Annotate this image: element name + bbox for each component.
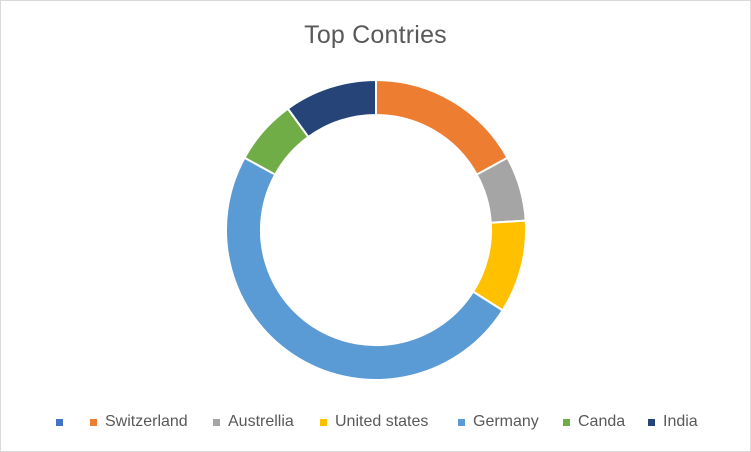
legend-swatch-austrellia (213, 418, 220, 426)
chart-title: Top Contries (304, 21, 447, 49)
legend-swatch-switzerland (90, 418, 97, 426)
legend-swatch-germany (458, 418, 465, 426)
legend-swatch-canda (563, 418, 570, 426)
chart-legend: Switzerland Austrellia United states Ger… (1, 411, 750, 433)
legend-swatch-0 (56, 418, 63, 426)
legend-item-india: India (648, 411, 698, 433)
legend-item-0 (56, 411, 71, 433)
legend-item-germany: Germany (458, 411, 539, 433)
slice-germany (225, 156, 505, 382)
legend-item-austrellia: Austrellia (213, 411, 294, 433)
legend-label-canda: Canda (578, 413, 626, 430)
legend-label-united-states: United states (335, 413, 429, 430)
legend-label-austrellia: Austrellia (228, 413, 294, 430)
legend-item-switzerland: Switzerland (90, 411, 188, 433)
legend-item-united-states: United states (320, 411, 428, 433)
legend-swatch-india (648, 418, 655, 426)
slice-india (286, 78, 377, 139)
legend-label-india: India (663, 413, 698, 430)
legend-swatch-united-states (320, 418, 327, 426)
slice-switzerland (375, 78, 509, 176)
legend-item-canda: Canda (563, 411, 625, 433)
legend-label-switzerland: Switzerland (105, 413, 188, 430)
legend-label-germany: Germany (473, 413, 539, 430)
